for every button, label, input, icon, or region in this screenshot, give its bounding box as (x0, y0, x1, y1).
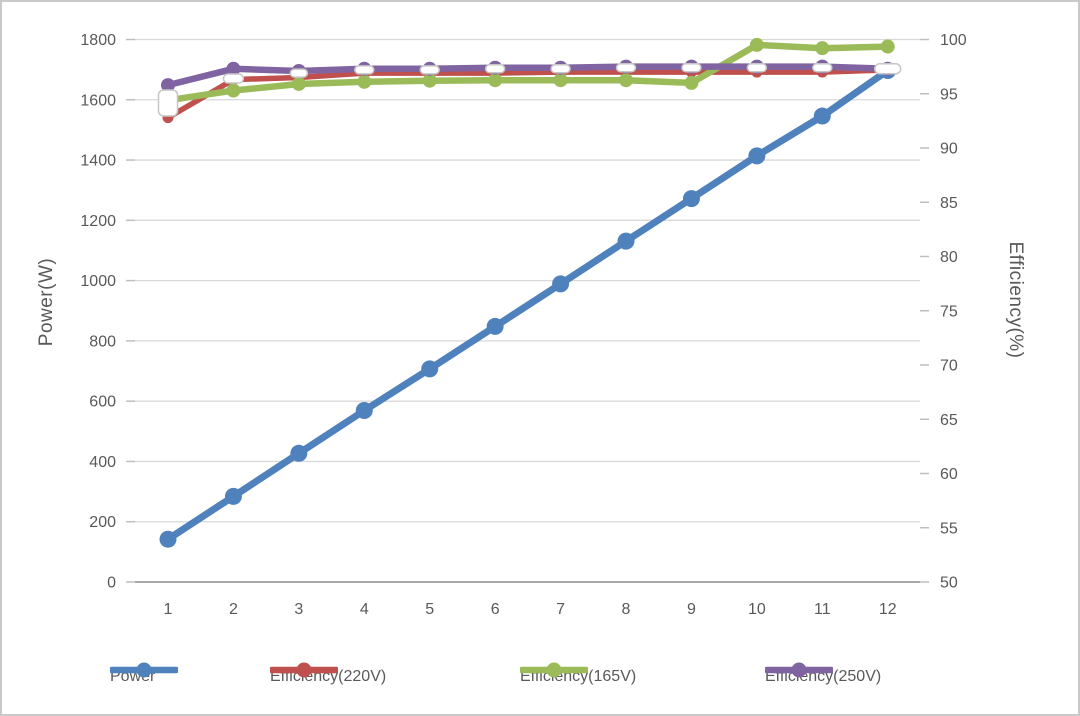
series-marker-Efficiency(165V) (357, 74, 372, 89)
y-right-tick-label: 55 (940, 520, 958, 537)
y-left-tick-label: 1200 (80, 213, 116, 230)
y-right-tick-label: 65 (940, 412, 958, 429)
series-line-Efficiency(165V) (164, 41, 891, 104)
x-tick-label: 4 (360, 601, 369, 618)
legend-swatch-icon (520, 662, 588, 678)
series-marker-Power (617, 232, 635, 250)
white-dash-marker (550, 64, 571, 74)
legend-marker-icon (296, 662, 312, 678)
legend-item-Efficiency(165V): Efficiency(165V) (520, 660, 636, 694)
left-axis-title: Power(W) (36, 257, 57, 347)
series-marker-Power (159, 530, 177, 548)
series-line-Power (164, 67, 892, 543)
series-marker-Efficiency(165V) (553, 73, 568, 88)
y-left-tick-label: 1000 (80, 273, 116, 290)
legend-item-Efficiency(220V): Efficiency(220V) (270, 660, 386, 694)
series-marker-Efficiency(250V) (226, 61, 241, 76)
series-marker-Efficiency(165V) (684, 75, 699, 90)
x-tick-label: 12 (879, 601, 897, 618)
white-dash-marker (484, 64, 506, 74)
y-left-tick-label: 0 (107, 575, 116, 592)
white-dash-marker (873, 63, 902, 75)
x-tick-label: 6 (491, 601, 500, 618)
series-marker-Power (552, 275, 570, 293)
x-tick-label: 9 (687, 601, 696, 618)
y-right-tick-label: 90 (940, 141, 958, 158)
series-marker-Efficiency(165V) (619, 73, 634, 88)
series-marker-Power (486, 317, 504, 335)
y-right-tick-label: 75 (940, 303, 958, 320)
y-right-tick-label: 60 (940, 466, 958, 483)
legend-item-Efficiency(250V): Efficiency(250V) (765, 660, 881, 694)
x-tick-label: 7 (556, 601, 565, 618)
series-marker-Power (290, 444, 308, 462)
y-left-tick-label: 1600 (80, 92, 116, 109)
white-dash-marker (419, 65, 440, 75)
y-left-tick-label: 400 (89, 454, 116, 471)
y-left-tick-label: 800 (89, 333, 116, 350)
white-dash-marker (746, 62, 768, 73)
y-right-tick-label: 80 (940, 249, 958, 266)
series-marker-Power (748, 147, 766, 165)
series-marker-Efficiency(165V) (422, 73, 437, 88)
legend-marker-icon (136, 662, 152, 678)
series-marker-Efficiency(165V) (749, 37, 764, 52)
white-dash-marker (354, 65, 375, 75)
right-axis-title: Efficiency(%) (1005, 241, 1026, 359)
series-marker-Efficiency(165V) (880, 39, 895, 54)
series-marker-Power (224, 487, 242, 505)
series-marker-Power (421, 360, 439, 378)
white-dash-marker (812, 62, 833, 73)
series-marker-Efficiency(165V) (226, 83, 241, 98)
series-marker-Power (813, 107, 831, 125)
y-right-tick-label: 70 (940, 358, 958, 375)
legend-item-Power: Power (110, 660, 178, 694)
y-left-tick-label: 1400 (80, 153, 116, 170)
x-tick-label: 8 (622, 601, 631, 618)
legend-marker-icon (546, 662, 562, 678)
white-dash-marker (615, 62, 637, 73)
y-left-tick-label: 600 (89, 394, 116, 411)
series-marker-Efficiency(165V) (291, 76, 306, 91)
legend-swatch-icon (270, 662, 338, 678)
white-dash-marker (681, 62, 702, 73)
x-tick-label: 3 (294, 601, 303, 618)
legend-swatch-icon (765, 662, 833, 678)
x-tick-label: 5 (425, 601, 434, 618)
series-marker-Power (355, 402, 373, 420)
white-dash-marker (157, 89, 179, 117)
legend-swatch-icon (110, 662, 178, 678)
y-right-tick-label: 85 (940, 195, 958, 212)
y-right-tick-label: 100 (940, 32, 967, 49)
series-marker-Efficiency(165V) (488, 73, 503, 88)
series-line-Efficiency(250V) (164, 63, 891, 89)
series-marker-Efficiency(165V) (815, 41, 830, 56)
series-marker-Efficiency(250V) (161, 78, 175, 93)
legend: Power Efficiency(220V) Efficiency(165V) Eff… (2, 660, 1078, 694)
white-dash-marker (222, 73, 245, 84)
y-left-tick-label: 200 (89, 514, 116, 531)
y-right-tick-label: 50 (940, 575, 958, 592)
series-line-Efficiency(220V) (165, 67, 891, 121)
y-left-tick-label: 1800 (80, 32, 116, 49)
x-tick-label: 11 (814, 601, 831, 618)
x-tick-label: 10 (748, 601, 766, 618)
white-dash-marker (289, 68, 309, 78)
x-tick-label: 2 (229, 601, 238, 618)
x-tick-label: 1 (164, 601, 173, 618)
series-marker-Power (682, 190, 700, 208)
y-right-tick-label: 95 (940, 86, 958, 103)
legend-marker-icon (791, 662, 807, 678)
